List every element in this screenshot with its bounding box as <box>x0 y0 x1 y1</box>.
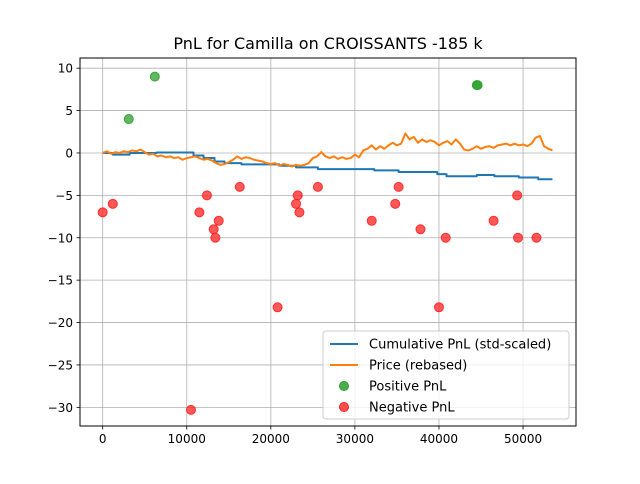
x-axis-ticks: 0 10000 20000 30000 40000 50000 <box>99 426 542 446</box>
negative-pnl-point <box>393 181 404 192</box>
x-tick-label: 40000 <box>420 432 458 446</box>
negative-pnl-point <box>390 198 401 209</box>
negative-pnl-point <box>208 224 219 235</box>
legend-cumulative-pnl-label: Cumulative PnL (std-scaled) <box>369 338 551 353</box>
negative-pnl-point <box>312 181 323 192</box>
x-tick-label: 50000 <box>504 432 542 446</box>
negative-pnl-point <box>185 404 196 415</box>
negative-pnl-point <box>531 232 542 243</box>
legend-positive-pnl-label: Positive PnL <box>369 380 447 395</box>
legend-price-label: Price (rebased) <box>369 359 467 374</box>
y-tick-label: −15 <box>48 274 73 288</box>
y-tick-label: −5 <box>55 189 73 203</box>
series-lines <box>102 132 553 181</box>
legend: Cumulative PnL (std-scaled) Price (rebas… <box>322 330 570 420</box>
y-axis-ticks: 10 5 0 −5 −10 −15 −20 −25 −30 <box>48 62 80 415</box>
negative-pnl-point <box>194 207 205 218</box>
negative-pnl-point <box>97 207 108 218</box>
y-tick-label: 5 <box>65 104 73 118</box>
plot-data <box>97 71 553 415</box>
negative-pnl-point <box>415 224 426 235</box>
positive-pnl-point <box>123 114 134 125</box>
negative-pnl-point <box>512 190 523 201</box>
legend-positive-pnl-swatch <box>339 381 349 391</box>
y-tick-label: −30 <box>48 401 73 415</box>
legend-box <box>322 330 570 420</box>
y-tick-label: 0 <box>65 146 73 160</box>
x-tick-label: 0 <box>99 432 107 446</box>
negative-pnl-point <box>294 207 305 218</box>
chart-title: PnL for Camilla on CROISSANTS -185 k <box>173 34 483 53</box>
cumulative-pnl-std-scaled-line <box>102 151 553 181</box>
scatter-points <box>97 71 542 415</box>
negative-pnl-point <box>433 302 444 313</box>
y-tick-label: −25 <box>48 358 73 372</box>
x-tick-label: 20000 <box>252 432 290 446</box>
positive-pnl-point <box>149 71 160 82</box>
negative-pnl-point <box>512 232 523 243</box>
y-tick-label: −20 <box>48 316 73 330</box>
negative-pnl-point <box>210 232 221 243</box>
negative-pnl-point <box>234 181 245 192</box>
legend-negative-pnl-swatch <box>339 402 349 412</box>
positive-pnl-point <box>472 80 483 91</box>
negative-pnl-point <box>201 190 212 201</box>
y-tick-label: 10 <box>58 62 73 76</box>
negative-pnl-point <box>107 198 118 209</box>
negative-pnl-point <box>272 302 283 313</box>
legend-negative-pnl-label: Negative PnL <box>369 401 455 416</box>
negative-pnl-point <box>292 190 303 201</box>
plot-frame <box>79 57 577 427</box>
negative-pnl-point <box>440 232 451 243</box>
negative-pnl-point <box>291 198 302 209</box>
negative-pnl-point <box>488 215 499 226</box>
negative-pnl-point <box>366 215 377 226</box>
negative-pnl-point <box>213 215 224 226</box>
x-tick-label: 30000 <box>336 432 374 446</box>
y-tick-label: −10 <box>48 231 73 245</box>
x-tick-label: 10000 <box>168 432 206 446</box>
price-rebased-line <box>102 132 553 168</box>
